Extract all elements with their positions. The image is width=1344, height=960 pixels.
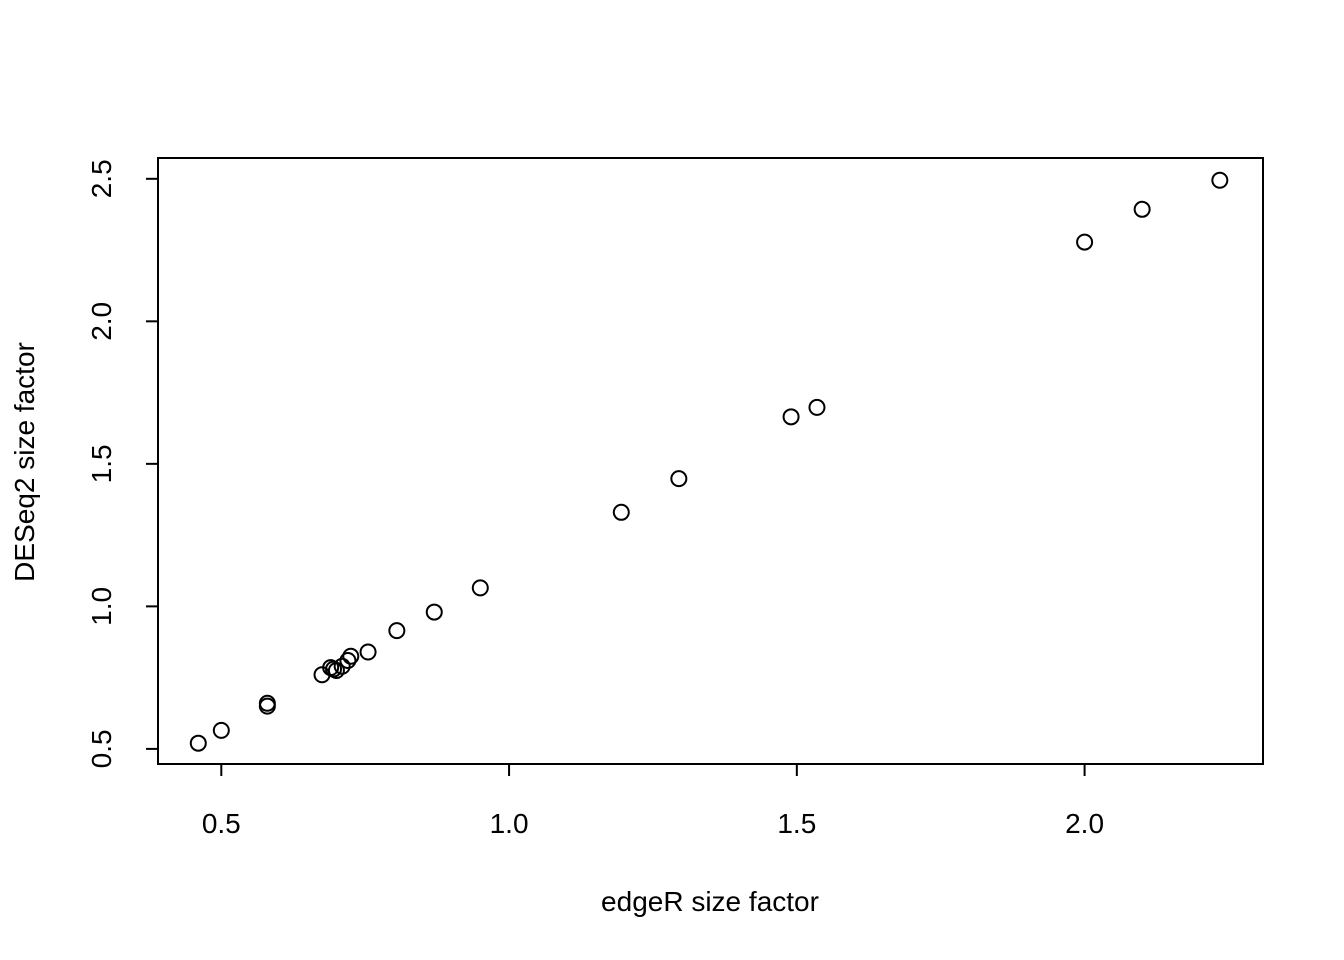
data-point	[388, 622, 406, 640]
x-tick-label: 2.0	[1065, 808, 1104, 839]
data-point	[1211, 171, 1229, 189]
y-tick-label: 2.0	[86, 302, 117, 341]
data-point	[1076, 233, 1094, 251]
x-axis-label: edgeR size factor	[601, 886, 819, 917]
data-point	[425, 603, 443, 621]
data-point	[670, 470, 688, 488]
y-tick-label: 1.5	[86, 444, 117, 483]
data-point	[359, 643, 377, 661]
x-tick-label: 1.0	[490, 808, 529, 839]
data-point	[808, 398, 826, 416]
x-tick-label: 1.5	[777, 808, 816, 839]
x-tick-label: 0.5	[202, 808, 241, 839]
plot-frame	[157, 157, 1264, 765]
y-tick-label: 0.5	[86, 729, 117, 768]
data-point	[1133, 200, 1151, 218]
data-point	[258, 694, 276, 712]
data-point	[471, 579, 489, 597]
y-axis: 0.5 1.0 1.5 2.0 2.5	[86, 159, 159, 768]
data-point	[339, 652, 357, 670]
data-point	[612, 503, 630, 521]
data-point	[189, 734, 207, 752]
data-point	[333, 657, 351, 675]
y-tick-label: 2.5	[86, 159, 117, 198]
x-axis: 0.5 1.0 1.5 2.0	[202, 763, 1104, 839]
y-axis-label: DESeq2 size factor	[9, 342, 40, 582]
y-tick-label: 1.0	[86, 587, 117, 626]
data-point	[212, 721, 230, 739]
data-point	[342, 647, 360, 665]
data-points	[189, 171, 1229, 752]
data-point	[782, 408, 800, 426]
